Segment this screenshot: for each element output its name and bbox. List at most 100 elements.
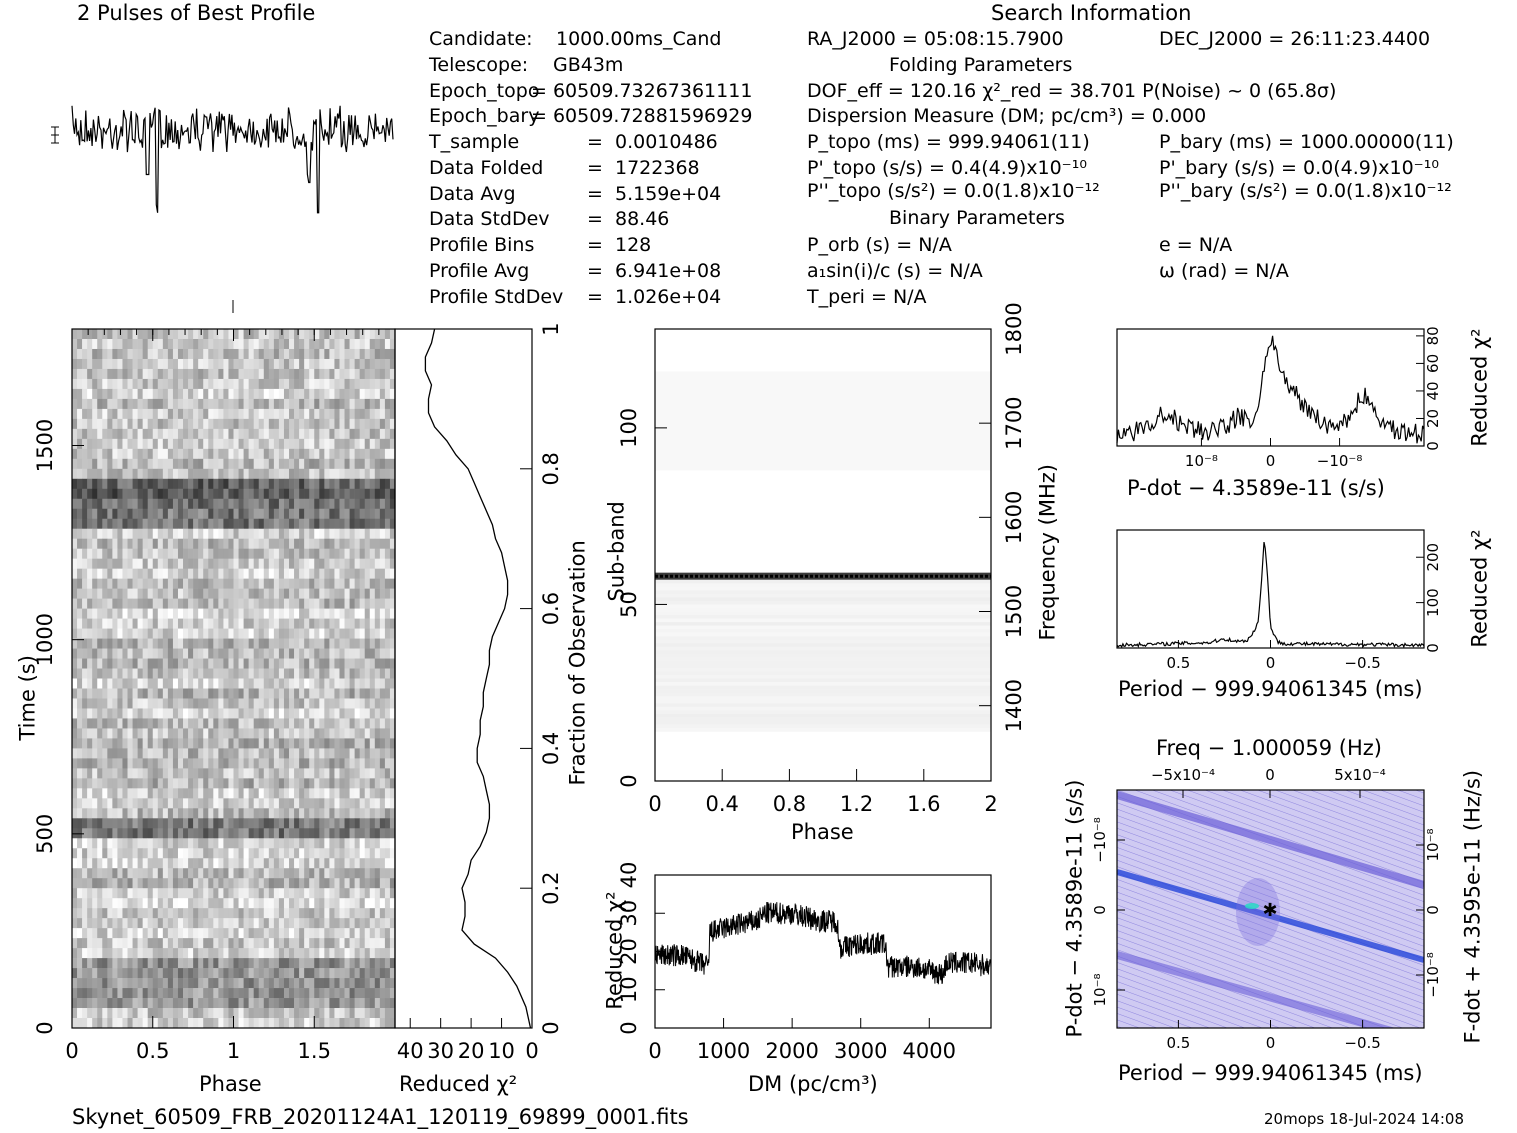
time-phase-cell bbox=[107, 778, 113, 789]
time-phase-cell bbox=[384, 608, 391, 619]
time-phase-cell bbox=[379, 768, 386, 779]
time-phase-cell bbox=[238, 688, 244, 699]
time-phase-cell bbox=[339, 638, 345, 649]
time-phase-cell bbox=[258, 758, 265, 769]
time-phase-cell bbox=[117, 718, 123, 729]
time-phase-cell bbox=[268, 848, 275, 859]
time-phase-cell bbox=[132, 748, 138, 759]
ppdot-xlabel: Period − 999.94061345 (ms) bbox=[1118, 1061, 1423, 1085]
time-phase-cell bbox=[273, 738, 280, 749]
time-phase-cell bbox=[278, 488, 285, 500]
time-phase-cell bbox=[177, 888, 184, 899]
time-phase-cell bbox=[329, 598, 335, 609]
time-phase-cell bbox=[117, 828, 123, 839]
time-phase-cell bbox=[183, 628, 189, 639]
time-phase-cell bbox=[102, 978, 108, 989]
time-phase-cell bbox=[177, 518, 184, 530]
time-phase-cell bbox=[294, 978, 300, 989]
time-phase-cell bbox=[294, 868, 300, 879]
subband-row bbox=[655, 699, 991, 704]
time-phase-cell bbox=[344, 758, 350, 769]
time-phase-cell bbox=[213, 858, 219, 869]
time-phase-cell bbox=[87, 768, 93, 779]
time-phase-cell bbox=[117, 758, 123, 769]
time-phase-cell bbox=[258, 998, 265, 1009]
time-phase-cell bbox=[289, 648, 295, 659]
time-phase-cell bbox=[354, 828, 360, 839]
time-phase-cell bbox=[334, 438, 340, 450]
time-phase-cell bbox=[97, 928, 103, 939]
time-phase-cell bbox=[278, 778, 285, 789]
time-phase-cell bbox=[283, 878, 290, 889]
time-phase-cell bbox=[157, 668, 164, 679]
time-phase-cell bbox=[294, 648, 300, 659]
time-phase-cell bbox=[137, 418, 143, 430]
time-phase-cell bbox=[167, 408, 174, 420]
time-phase-cell bbox=[102, 338, 108, 350]
subband-row bbox=[655, 456, 991, 460]
time-phase-cell bbox=[87, 918, 93, 929]
time-phase-cell bbox=[319, 688, 325, 699]
ppdot-panel: ✱ 0.5 0 −0.5−5x10⁻⁴ 0 5x10⁻⁴10⁻⁸0−10⁻⁸−10⁻⁸0… bbox=[1091, 766, 1442, 1052]
time-phase-cell bbox=[228, 888, 234, 899]
time-phase-cell bbox=[334, 358, 340, 370]
time-phase-cell bbox=[238, 768, 244, 779]
time-phase-cell bbox=[193, 888, 199, 899]
time-phase-cell bbox=[183, 888, 189, 899]
time-phase-cell bbox=[263, 898, 270, 909]
time-phase-cell bbox=[137, 498, 143, 510]
time-phase-cell bbox=[218, 768, 224, 779]
time-phase-cell bbox=[374, 638, 381, 649]
time-phase-cell bbox=[389, 458, 396, 470]
y-tick-label: 100 bbox=[1424, 588, 1442, 617]
time-phase-cell bbox=[268, 618, 275, 629]
time-phase-cell bbox=[299, 378, 305, 390]
time-phase-cell bbox=[188, 418, 194, 430]
time-phase-cell bbox=[218, 638, 224, 649]
time-phase-cell bbox=[203, 408, 209, 420]
time-phase-cell bbox=[384, 738, 391, 749]
time-phase-cell bbox=[92, 1018, 98, 1029]
time-phase-cell bbox=[374, 998, 381, 1009]
time-phase-cell bbox=[309, 438, 315, 450]
time-phase-cell bbox=[213, 468, 219, 480]
time-phase-cell bbox=[183, 708, 189, 719]
time-phase-cell bbox=[233, 538, 239, 549]
time-phase-cell bbox=[384, 438, 391, 450]
time-phase-cell bbox=[183, 978, 189, 989]
time-phase-cell bbox=[238, 598, 244, 609]
time-phase-cell bbox=[188, 548, 194, 559]
time-phase-cell bbox=[127, 358, 133, 370]
time-phase-cell bbox=[324, 438, 330, 450]
time-phase-cell bbox=[188, 938, 194, 949]
time-phase-cell bbox=[97, 1008, 103, 1019]
time-phase-cell bbox=[97, 858, 103, 869]
time-phase-cell bbox=[193, 408, 199, 420]
time-phase-cell bbox=[102, 628, 108, 639]
time-phase-cell bbox=[117, 588, 123, 599]
time-phase-cell bbox=[329, 428, 335, 440]
time-phase-cell bbox=[344, 918, 350, 929]
time-phase-cell bbox=[299, 458, 305, 470]
time-phase-cell bbox=[304, 828, 310, 839]
time-phase-cell bbox=[107, 378, 113, 390]
time-phase-cell bbox=[223, 908, 229, 919]
time-phase-cell bbox=[339, 698, 345, 709]
time-phase-cell bbox=[384, 878, 391, 889]
time-phase-cell bbox=[299, 478, 305, 490]
time-phase-cell bbox=[258, 608, 265, 619]
time-phase-cell bbox=[319, 968, 325, 979]
time-phase-cell bbox=[359, 768, 366, 779]
time-phase-cell bbox=[369, 708, 376, 719]
time-phase-cell bbox=[374, 378, 381, 390]
time-phase-cell bbox=[228, 378, 234, 390]
time-phase-cell bbox=[157, 968, 164, 979]
time-phase-cell bbox=[329, 868, 335, 879]
time-phase-cell bbox=[258, 958, 265, 969]
time-phase-cell bbox=[177, 828, 184, 839]
time-phase-cell bbox=[228, 418, 234, 430]
time-phase-cell bbox=[122, 898, 128, 909]
time-phase-cell bbox=[92, 408, 98, 420]
time-phase-cell bbox=[344, 658, 350, 669]
time-phase-cell bbox=[193, 698, 199, 709]
